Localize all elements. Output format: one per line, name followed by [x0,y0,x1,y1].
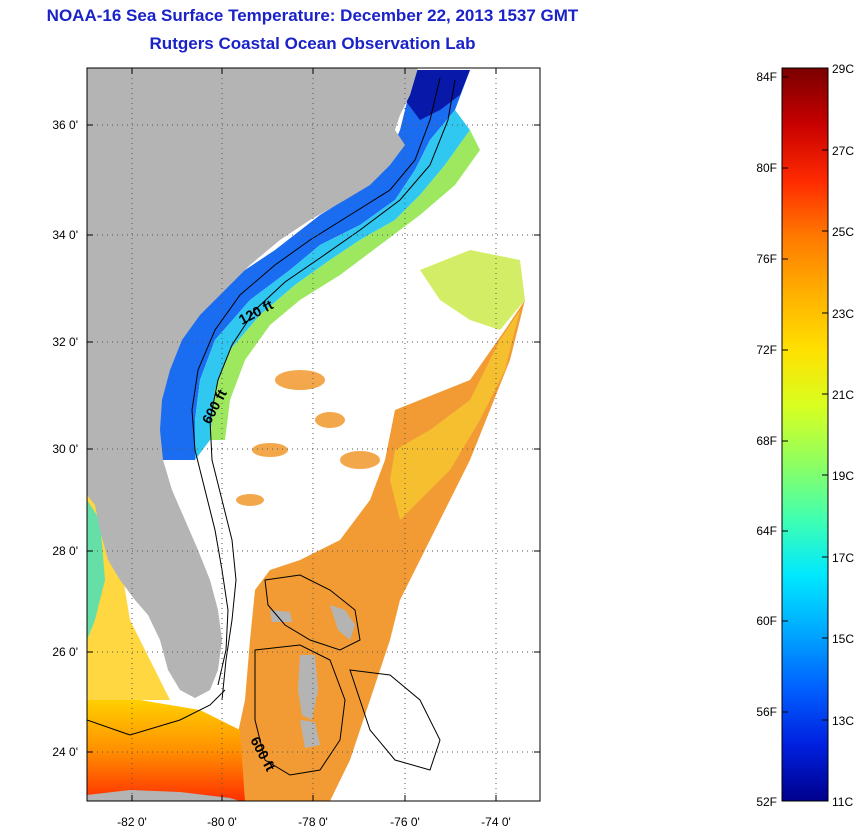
lat-tick-label: 34 0' [52,228,78,242]
lat-tick-label: 36 0' [52,118,78,132]
contour-bahamas-bank-2 [254,644,346,776]
colorbar-c-label: 21C [832,388,854,402]
lon-tick-label: -80 0' [207,815,237,829]
colorbar-c-label: 27C [832,144,854,158]
lat-tick-label: 28 0' [52,544,78,558]
sst-gulf-cool [87,500,105,640]
lon-tick-label: -78 0' [298,815,328,829]
map-title: NOAA-16 Sea Surface Temperature: Decembe… [46,6,579,25]
map-panel: 120 ft 600 ft 600 ft 36 0' 34 0' 32 0' 3… [52,67,541,829]
land-cuba [87,790,240,801]
colorbar-f-label: 80F [756,161,777,175]
lon-axis [131,68,497,801]
colorbar-f-label: 64F [756,524,777,538]
contour-bahamas-bank-3 [349,669,441,771]
contour-600ft [209,79,456,701]
lon-tick-label: -82 0' [117,815,147,829]
colorbar-c-label: 17C [832,551,854,565]
lat-tick-label: 30 0' [52,442,78,456]
gridlines [87,68,540,801]
colorbar-scale [781,67,829,802]
land-us-southeast [87,68,418,698]
colorbar-f-ticks [782,76,788,802]
lat-tick-label: 26 0' [52,645,78,659]
colorbar-c-ticks [822,67,828,802]
colorbar-c-label: 13C [832,714,854,728]
lat-tick-label: 24 0' [52,745,78,759]
colorbar-c-label: 23C [832,307,854,321]
sst-shelf-green [210,130,480,440]
lon-tick-label: -76 0' [390,815,420,829]
lat-tick-label: 32 0' [52,335,78,349]
colorbar-f-label: 52F [756,795,777,809]
colorbar-c-label: 11C [832,795,853,809]
contour-120ft [191,77,441,686]
sst-far-north-dark [405,70,470,120]
sst-southern-warm [87,700,245,801]
sst-coastal-cold [155,70,470,460]
sst-scattered-patches [236,370,380,506]
map-subtitle: Rutgers Coastal Ocean Observation Lab [149,34,476,53]
colorbar-f-label: 84F [756,70,777,84]
sst-coastal-mid [195,110,470,460]
colorbar-f-label: 60F [756,614,777,628]
colorbar-c-label: 25C [832,225,854,239]
lat-axis [87,124,540,753]
sst-swath-green [420,250,525,330]
lon-tick-label: -74 0' [481,815,511,829]
colorbar-c-label: 19C [832,469,854,483]
sst-swath-yellow [390,310,520,520]
contour-florida-keys [87,689,226,736]
colorbar-f-label: 68F [756,434,777,448]
colorbar-c-label: 29C [832,62,854,76]
colorbar-f-label: 72F [756,343,777,357]
contour-bahamas-bank [264,574,361,651]
colorbar: 84F 80F 76F 72F 68F 64F 60F 56F 52F 29C … [756,62,854,809]
colorbar-f-label: 56F [756,705,777,719]
colorbar-f-label: 76F [756,252,777,266]
colorbar-c-label: 15C [832,632,854,646]
